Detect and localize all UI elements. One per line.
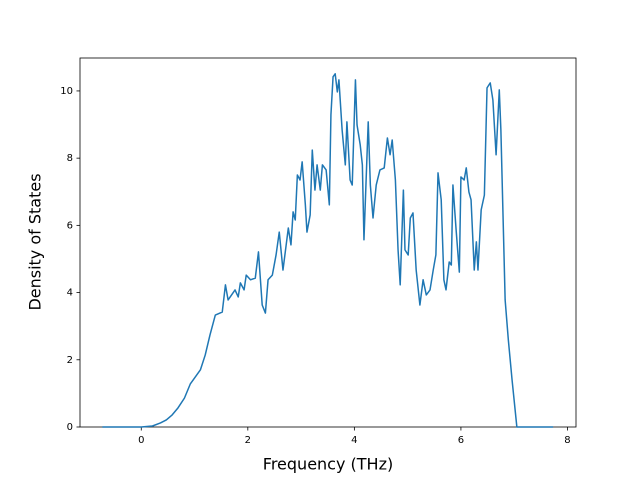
x-tick-label: 4	[351, 435, 357, 446]
plot-frame	[79, 57, 577, 428]
y-tick-label: 8	[67, 153, 73, 164]
x-axis-label: Frequency (THz)	[263, 455, 393, 474]
y-tick-label: 10	[60, 86, 73, 97]
x-tick-label: 2	[245, 435, 251, 446]
y-tick-label: 0	[67, 422, 73, 433]
x-tick-label: 0	[138, 435, 144, 446]
dos-line	[102, 73, 554, 428]
x-tick-label: 6	[458, 435, 464, 446]
y-tick-label: 4	[67, 288, 73, 299]
x-tick-label: 8	[564, 435, 570, 446]
y-axis-label: Density of States	[26, 173, 45, 310]
y-tick-label: 2	[67, 355, 73, 366]
y-tick-label: 6	[67, 220, 73, 231]
